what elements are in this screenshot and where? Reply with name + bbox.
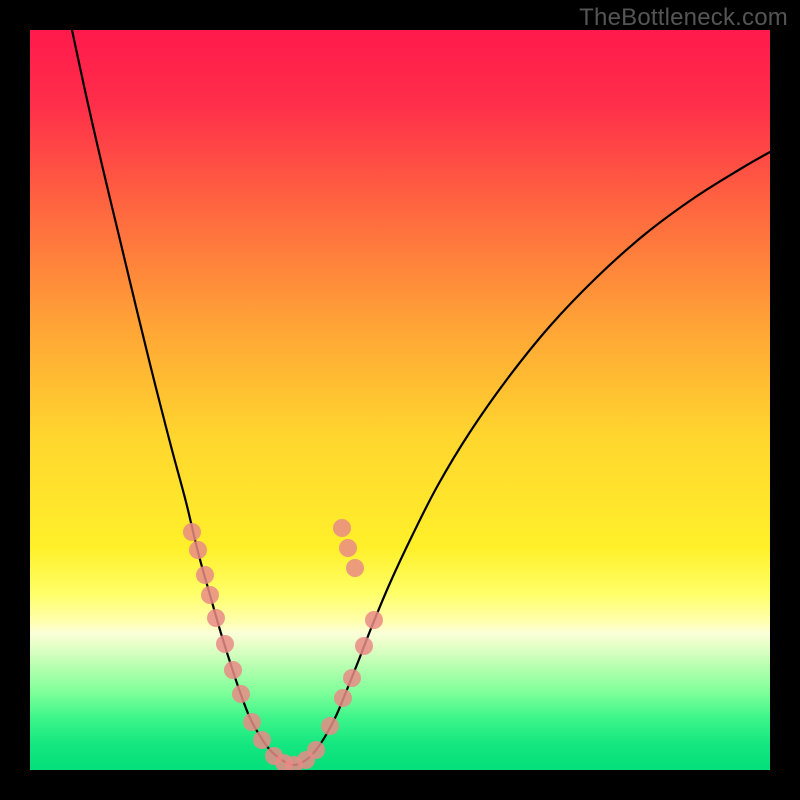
chart-frame: TheBottleneck.com bbox=[0, 0, 800, 800]
watermark-text: TheBottleneck.com bbox=[579, 4, 788, 32]
data-marker bbox=[343, 669, 361, 687]
plot-area bbox=[30, 30, 770, 770]
data-marker bbox=[253, 731, 271, 749]
data-marker bbox=[216, 635, 234, 653]
data-marker bbox=[307, 741, 325, 759]
data-marker bbox=[224, 661, 242, 679]
chart-background bbox=[30, 30, 770, 770]
data-marker bbox=[196, 566, 214, 584]
data-marker bbox=[183, 523, 201, 541]
data-marker bbox=[365, 611, 383, 629]
data-marker bbox=[232, 685, 250, 703]
data-marker bbox=[334, 689, 352, 707]
chart-svg bbox=[30, 30, 770, 770]
data-marker bbox=[355, 637, 373, 655]
data-marker bbox=[321, 717, 339, 735]
data-marker bbox=[243, 713, 261, 731]
data-marker bbox=[339, 539, 357, 557]
data-marker bbox=[207, 609, 225, 627]
data-marker bbox=[189, 541, 207, 559]
data-marker bbox=[346, 559, 364, 577]
data-marker bbox=[333, 519, 351, 537]
data-marker bbox=[201, 586, 219, 604]
